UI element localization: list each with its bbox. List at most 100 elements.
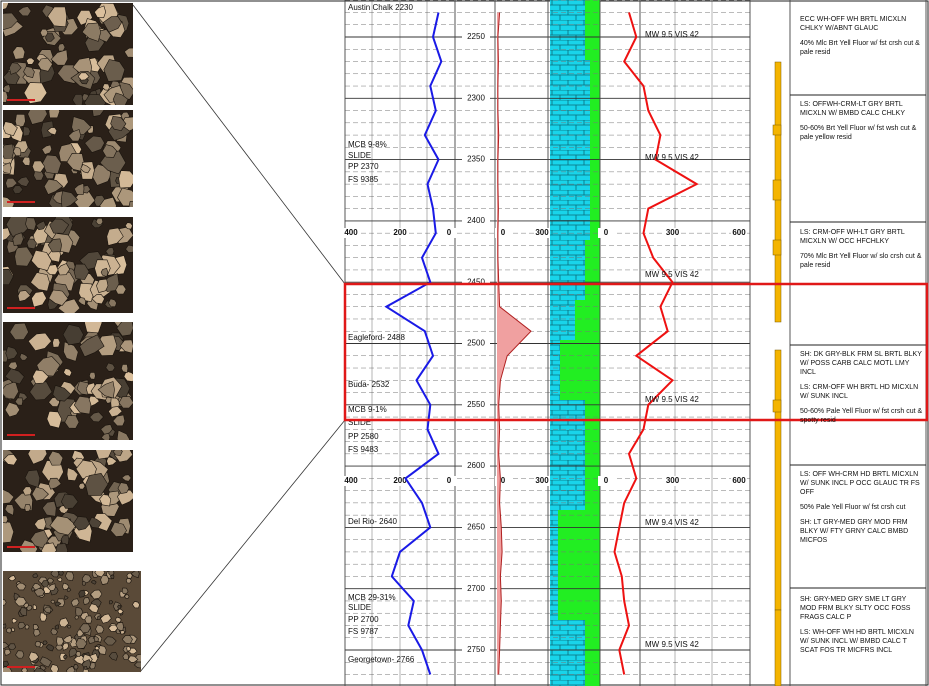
grain — [3, 623, 7, 629]
photo-grains — [3, 3, 133, 105]
grain — [124, 47, 133, 58]
grain — [24, 469, 41, 488]
grain — [55, 543, 69, 552]
grain — [85, 472, 109, 496]
grain — [95, 450, 113, 460]
grain — [50, 628, 58, 636]
grain — [80, 164, 91, 174]
grain — [105, 362, 116, 372]
connector-lines — [132, 4, 346, 673]
scale-label-bg — [495, 476, 511, 486]
formation-note: PP 2370 — [348, 162, 379, 171]
grain — [4, 401, 21, 418]
grain — [83, 93, 107, 105]
scale-label: 0 — [501, 228, 506, 237]
scale-label-bg — [495, 228, 511, 238]
grain — [88, 603, 99, 614]
grain — [14, 596, 27, 607]
grain — [112, 450, 123, 456]
scale-label-bg — [731, 228, 747, 238]
grain — [64, 414, 80, 429]
depth-label-bg — [462, 337, 490, 350]
grain — [64, 595, 69, 601]
grain — [33, 588, 45, 597]
grain — [108, 624, 119, 632]
depth-label: 2700 — [467, 584, 485, 593]
grain — [73, 182, 85, 195]
grain — [4, 504, 15, 516]
grain — [118, 396, 133, 409]
grain — [78, 282, 95, 302]
grain — [23, 82, 48, 104]
grain — [120, 630, 126, 635]
grain — [3, 143, 15, 159]
grain — [27, 110, 48, 125]
grain — [97, 381, 115, 399]
depth-label: 2650 — [467, 523, 485, 532]
scale-label: 600 — [732, 476, 746, 485]
depth-label-bg — [462, 214, 490, 227]
grain — [81, 581, 87, 586]
grain — [47, 583, 56, 592]
grain — [84, 322, 103, 334]
grain — [23, 66, 35, 79]
grain — [56, 577, 63, 583]
grain — [84, 135, 105, 153]
log-curve — [384, 12, 443, 675]
grain — [74, 615, 79, 620]
grain — [27, 450, 48, 465]
grain — [95, 624, 105, 634]
grain — [48, 289, 69, 306]
grain — [42, 640, 48, 646]
scale-label-bg — [534, 228, 550, 238]
fluorescence-bars — [772, 61, 782, 686]
grain — [88, 371, 96, 380]
grain — [3, 599, 7, 606]
scale-label: 300 — [666, 476, 680, 485]
formation-note: SLIDE — [348, 151, 371, 160]
grain — [3, 515, 9, 524]
core-photo — [3, 322, 133, 440]
grain — [103, 636, 117, 646]
depth-label: 2350 — [467, 155, 485, 164]
grain — [97, 615, 101, 621]
core-photo — [3, 571, 141, 672]
grain — [73, 664, 79, 670]
grain — [3, 3, 9, 10]
grain — [72, 94, 84, 105]
grain — [93, 635, 100, 642]
grain — [22, 486, 33, 496]
grain — [35, 220, 47, 231]
grain — [57, 298, 81, 313]
grain — [124, 222, 133, 230]
grain — [37, 57, 53, 72]
grain — [123, 370, 133, 382]
grain — [12, 185, 24, 195]
grain — [130, 571, 140, 579]
description-line: LS: WH-OFF WH HD BRTL MICXLN W/ SUNK INC… — [800, 629, 914, 654]
grain — [17, 290, 31, 302]
grain — [90, 589, 103, 600]
grain — [33, 624, 39, 631]
grain — [3, 642, 10, 650]
grain — [68, 648, 78, 658]
grain — [33, 629, 41, 637]
log-curve — [613, 12, 699, 675]
grain — [84, 615, 93, 624]
grain — [102, 83, 110, 91]
formation-note: Buda- 2532 — [348, 380, 390, 389]
grain — [100, 432, 111, 440]
grain — [116, 429, 130, 440]
grain — [54, 624, 60, 630]
grain — [90, 580, 97, 585]
scale-label: 300 — [535, 228, 549, 237]
scale-label: 0 — [604, 476, 609, 485]
depth-label: 2250 — [467, 32, 485, 41]
grain — [48, 450, 64, 466]
depth-label: 2550 — [467, 400, 485, 409]
grain — [66, 467, 79, 482]
grain — [100, 574, 110, 585]
formation-note: MCB 9-8% — [348, 140, 387, 149]
grain — [5, 346, 19, 361]
scale-bar — [7, 99, 35, 101]
